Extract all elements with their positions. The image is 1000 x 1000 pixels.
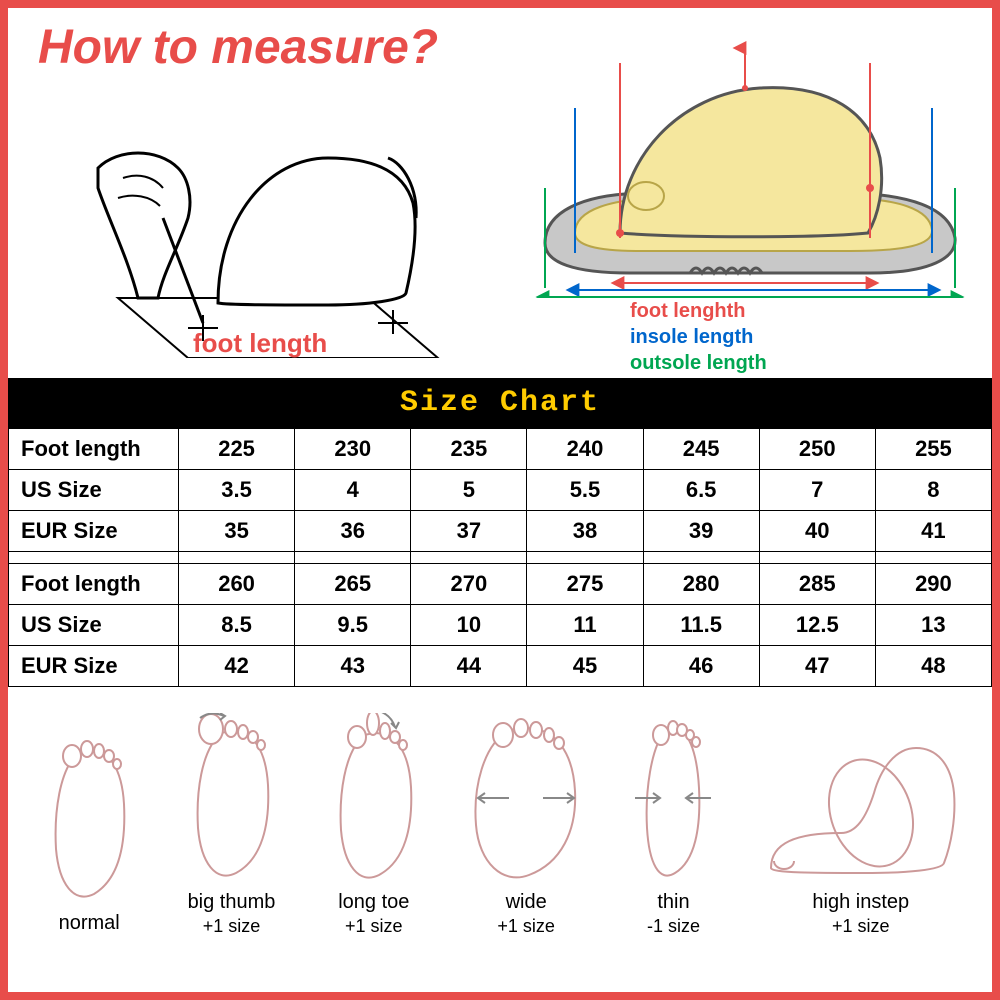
length-labels: foot lenghth insole length outsole lengt… <box>630 298 767 376</box>
row-label: EUR Size <box>9 511 179 552</box>
foot-type-label: wide <box>461 891 591 914</box>
foot-type-label: long toe <box>319 891 429 914</box>
size-chart-header: Size Chart <box>8 378 992 428</box>
foot-type-thin: thin -1 size <box>623 713 723 937</box>
label-foot-length: foot lenghth <box>630 298 767 324</box>
label-outsole-length: outsole length <box>630 350 767 376</box>
table-row: EUR Size 42434445464748 <box>9 646 992 687</box>
foot-type-adj: +1 size <box>319 916 429 937</box>
foot-type-label: thin <box>623 891 723 914</box>
foot-wide-icon <box>461 713 591 883</box>
foot-type-label: big thumb <box>176 891 286 914</box>
foot-type-big-thumb: big thumb +1 size <box>176 713 286 937</box>
row-label: US Size <box>9 470 179 511</box>
row-label: EUR Size <box>9 646 179 687</box>
table-row: EUR Size 35363738394041 <box>9 511 992 552</box>
shoe-diagram-icon <box>520 38 980 298</box>
top-section: How to measure? foot length <box>8 8 992 378</box>
foot-types-section: normal big thumb +1 size long toe <box>8 687 992 937</box>
foot-high-instep-icon <box>756 733 966 883</box>
label-insole-length: insole length <box>630 324 767 350</box>
foot-type-long-toe: long toe +1 size <box>319 713 429 937</box>
size-chart-table: Foot length 225230235240245250255 US Siz… <box>8 428 992 687</box>
row-label: Foot length <box>9 564 179 605</box>
foot-type-adj: -1 size <box>623 916 723 937</box>
table-row: US Size 8.59.5101111.512.513 <box>9 605 992 646</box>
row-label: Foot length <box>9 429 179 470</box>
foot-type-adj: +1 size <box>176 916 286 937</box>
foot-type-adj: +1 size <box>461 916 591 937</box>
left-diagram: foot length <box>8 8 500 378</box>
foot-type-high-instep: high instep +1 size <box>756 733 966 937</box>
table-row: Foot length 260265270275280285290 <box>9 564 992 605</box>
foot-normal-icon <box>34 734 144 904</box>
foot-long-toe-icon <box>319 713 429 883</box>
row-label: US Size <box>9 605 179 646</box>
foot-type-adj: +1 size <box>756 916 966 937</box>
table-row: US Size 3.5455.56.578 <box>9 470 992 511</box>
right-diagram: foot lenghth insole length outsole lengt… <box>500 8 992 378</box>
foot-big-thumb-icon <box>176 713 286 883</box>
table-row: Foot length 225230235240245250255 <box>9 429 992 470</box>
foot-type-normal: normal <box>34 734 144 937</box>
foot-length-label-left: foot length <box>193 328 327 359</box>
foot-type-wide: wide +1 size <box>461 713 591 937</box>
foot-type-label: normal <box>34 912 144 935</box>
foot-thin-icon <box>623 713 723 883</box>
foot-trace-icon <box>68 98 448 358</box>
foot-type-label: high instep <box>756 891 966 914</box>
